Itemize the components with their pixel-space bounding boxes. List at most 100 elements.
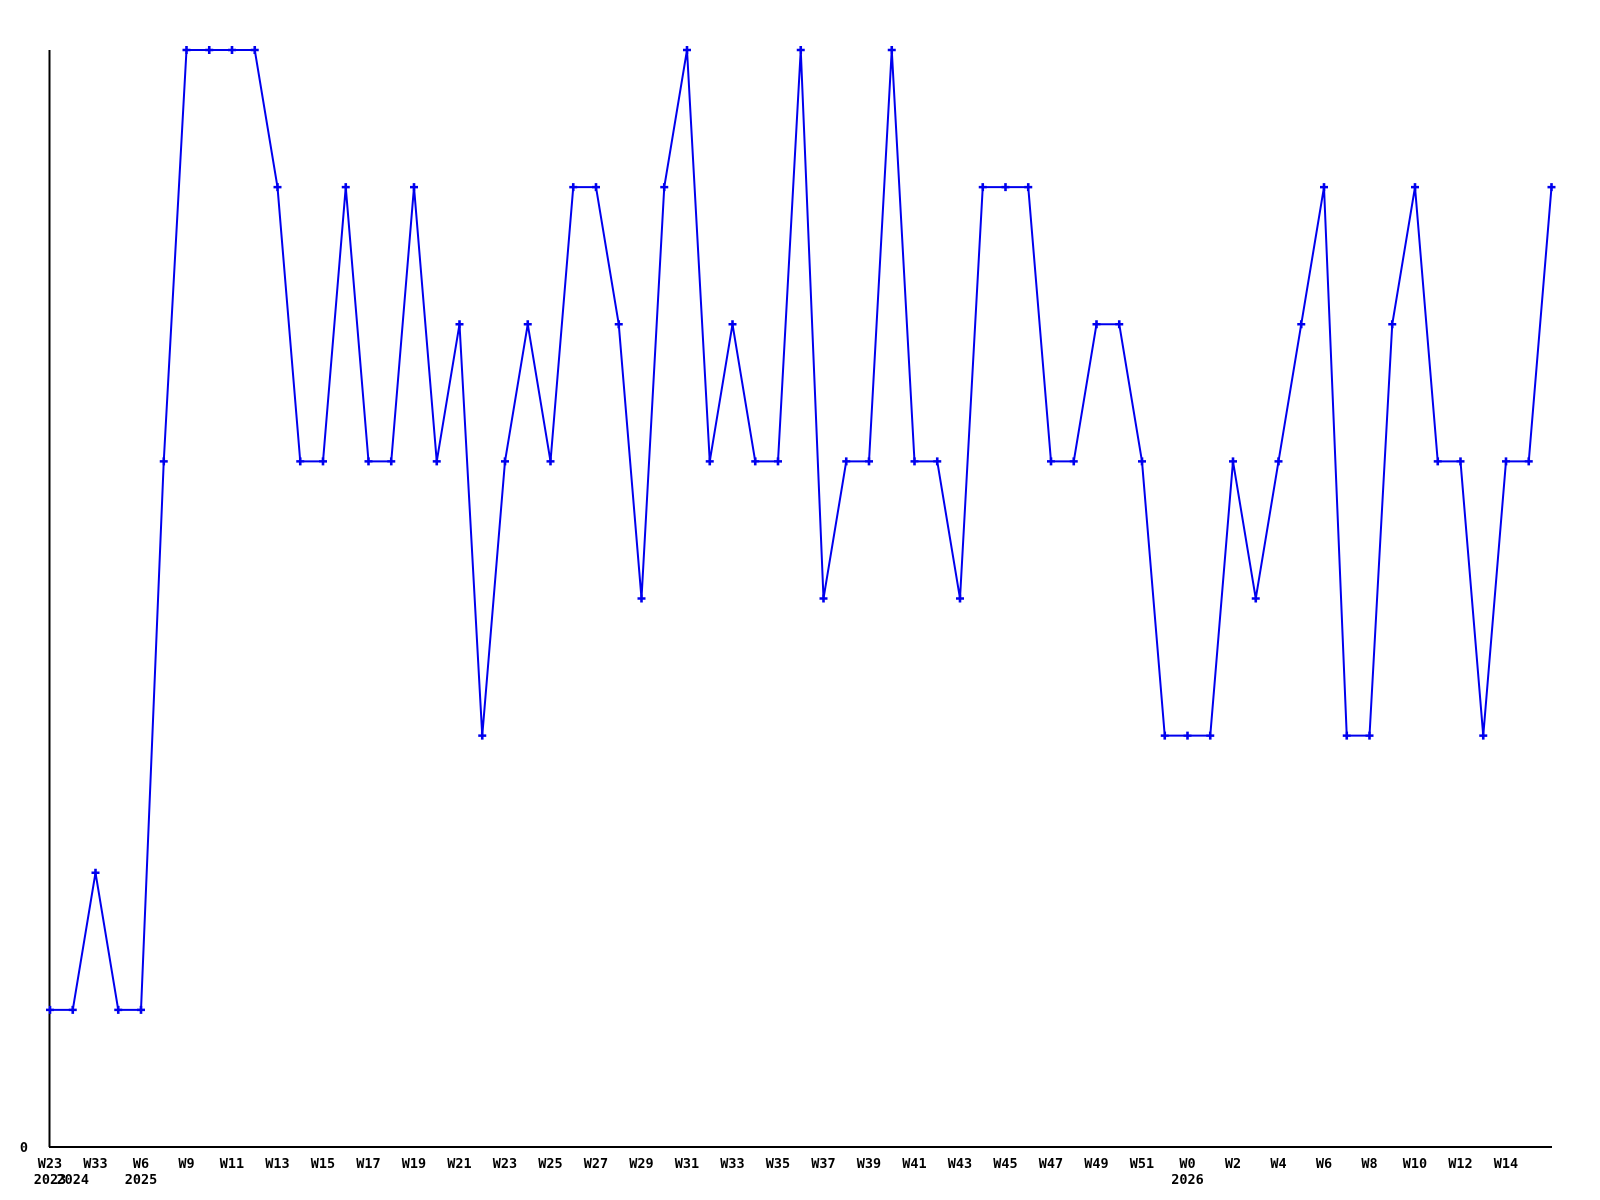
x-tick-label: W45 [993, 1156, 1017, 1172]
x-tick-label: W27 [584, 1156, 608, 1172]
data-point [250, 46, 259, 54]
x-tick-label: W31 [675, 1156, 699, 1172]
data-point [592, 183, 600, 192]
data-point [1433, 457, 1442, 466]
data-point [478, 731, 487, 740]
data-point [523, 320, 532, 329]
data-point [728, 320, 737, 329]
x-year-label: 2025 [125, 1172, 158, 1188]
data-point [159, 457, 168, 466]
x-tick-label: W2 [1225, 1156, 1241, 1172]
data-point [205, 46, 214, 54]
x-tick-label: W49 [1084, 1156, 1108, 1172]
data-point [1365, 731, 1374, 740]
data-point [751, 457, 760, 466]
data-point [660, 183, 669, 192]
data-point [1069, 457, 1078, 466]
y-axis-zero-label: 0 [20, 1140, 28, 1156]
data-point [364, 457, 373, 466]
x-year-label: 2026 [1171, 1172, 1204, 1188]
data-point [46, 1005, 54, 1014]
data-point [410, 183, 418, 192]
x-year-label: 2024 [57, 1172, 90, 1188]
data-point [887, 46, 896, 54]
x-tick-label: W15 [311, 1156, 335, 1172]
x-tick-label: W33 [83, 1156, 107, 1172]
x-tick-label: W19 [402, 1156, 426, 1172]
data-point [341, 183, 350, 192]
data-point [1251, 594, 1260, 603]
x-tick-label: W29 [629, 1156, 653, 1172]
data-point [319, 457, 327, 466]
data-point [933, 457, 942, 466]
x-tick-label: W25 [538, 1156, 562, 1172]
data-point [432, 457, 441, 466]
data-point [956, 594, 964, 603]
x-tick-label: W17 [356, 1156, 380, 1172]
data-point [501, 457, 509, 466]
x-tick-label: W6 [133, 1156, 149, 1172]
x-year-label: 2023 [34, 1172, 67, 1188]
data-point [1479, 731, 1488, 740]
x-tick-label: W37 [811, 1156, 835, 1172]
x-tick-label: W4 [1270, 1156, 1286, 1172]
data-point [637, 594, 646, 603]
data-point [1229, 457, 1237, 466]
x-tick-label: W21 [447, 1156, 471, 1172]
x-tick-label: W9 [178, 1156, 194, 1172]
data-point [978, 183, 987, 192]
x-tick-label: W14 [1494, 1156, 1518, 1172]
data-point [1524, 457, 1533, 466]
x-tick-label: W23 [493, 1156, 517, 1172]
data-point [1411, 183, 1419, 192]
data-point [1388, 320, 1397, 329]
data-point [614, 320, 623, 329]
data-point [1297, 320, 1306, 329]
data-point [1138, 457, 1146, 466]
x-tick-label: W0 [1179, 1156, 1195, 1172]
data-point [842, 457, 851, 466]
data-point [1456, 457, 1465, 466]
data-point [1206, 731, 1215, 740]
data-point [182, 46, 191, 54]
data-point [455, 320, 464, 329]
data-point [387, 457, 396, 466]
x-tick-label: W12 [1448, 1156, 1472, 1172]
data-point [1001, 183, 1010, 192]
data-point [1183, 731, 1192, 740]
data-point [1115, 320, 1124, 329]
data-point [1047, 457, 1055, 466]
data-point [546, 457, 555, 466]
data-point [1320, 183, 1328, 192]
data-point [114, 1005, 123, 1014]
x-tick-label: W23 [38, 1156, 62, 1172]
data-point [569, 183, 578, 192]
data-point [796, 46, 805, 54]
x-tick-label: W33 [720, 1156, 744, 1172]
x-tick-label: W39 [857, 1156, 881, 1172]
x-tick-label: W11 [220, 1156, 244, 1172]
data-point [819, 594, 828, 603]
x-tick-label: W43 [948, 1156, 972, 1172]
x-tick-label: W10 [1403, 1156, 1427, 1172]
data-point [1024, 183, 1033, 192]
data-point [1342, 731, 1351, 740]
data-point [228, 46, 236, 54]
data-point [1160, 731, 1169, 740]
data-point [1092, 320, 1101, 329]
x-tick-label: W35 [766, 1156, 790, 1172]
x-tick-label: W8 [1361, 1156, 1377, 1172]
data-point [705, 457, 714, 466]
x-tick-label: W41 [902, 1156, 926, 1172]
data-point [137, 1005, 145, 1014]
data-point [910, 457, 919, 466]
data-point [1274, 457, 1283, 466]
x-tick-label: W51 [1130, 1156, 1154, 1172]
data-point [774, 457, 782, 466]
x-tick-label: W13 [265, 1156, 289, 1172]
data-line [50, 49, 1553, 1011]
data-point [1547, 183, 1556, 192]
data-point [865, 457, 873, 466]
